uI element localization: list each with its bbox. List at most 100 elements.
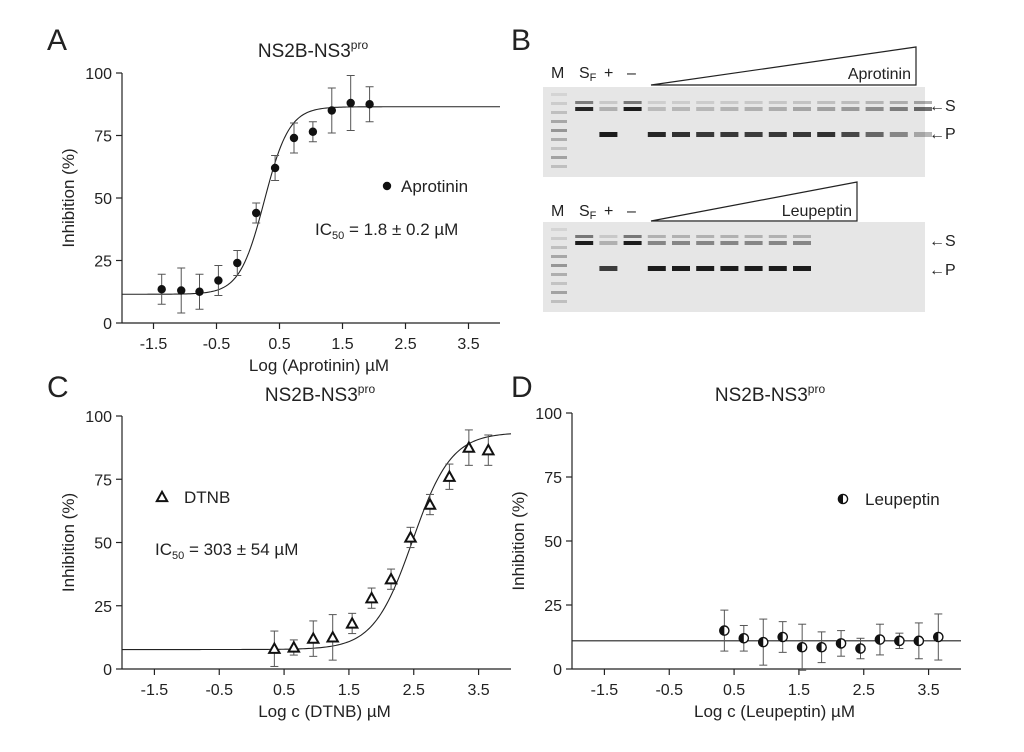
- leupeptin-gel-product-band: [768, 266, 787, 271]
- panel-d-data-point: [933, 631, 944, 643]
- panel-d-data-point: [796, 641, 808, 653]
- panel-a-data-point: [251, 208, 261, 218]
- panel-c-data-point: [325, 630, 340, 643]
- aprotinin-gel-substrate-band-upper: [768, 101, 787, 104]
- panel-a-ytick-label: 0: [103, 316, 112, 333]
- aprotinin-gel-substrate-band: [793, 107, 811, 111]
- panel-a-ytick-label: 25: [94, 254, 112, 271]
- panel-a-xtick-label: -0.5: [203, 336, 231, 353]
- gel1-lane-plus-label: +: [604, 65, 613, 82]
- leupeptin-gel-marker-band: [551, 264, 567, 267]
- panel-c-legend-marker: [155, 489, 169, 503]
- aprotinin-gel-substrate-band: [841, 107, 860, 111]
- panel-d-xtick-label: 3.5: [917, 682, 939, 699]
- panel-c-ytick-label: 0: [103, 662, 112, 679]
- aprotinin-gel-product-band: [841, 132, 860, 137]
- aprotinin-gel-substrate-band-upper: [865, 101, 884, 104]
- gel1-substrate-band-label: ←S: [929, 98, 956, 115]
- panel-c-xtick-label: 3.5: [467, 682, 489, 699]
- panel-a-ytick-label: 100: [85, 66, 112, 83]
- panel-d-ytick-label: 75: [544, 470, 562, 487]
- aprotinin-gel-substrate-band: [672, 107, 690, 111]
- panel-d-y-axis-label: Inhibition (%): [509, 491, 528, 590]
- leupeptin-gel-substrate-band: [599, 241, 618, 245]
- aprotinin-gel-product-band: [647, 132, 666, 137]
- panel-a-data-point: [308, 127, 318, 136]
- panel-c-data-point: [403, 530, 418, 543]
- panel-a-xtick-label: 3.5: [457, 336, 479, 353]
- panel-a-y-axis-label: Inhibition (%): [59, 148, 78, 247]
- panel-c-x-axis-label: Log c (DTNB) µM: [258, 702, 391, 721]
- panel-d-chart: 0 25 50 75 100 -1.5 -0.5 0.5 1.5 2.5 3.5 Log c (Leu…: [509, 382, 961, 721]
- panel-a-ytick-label: 50: [94, 191, 112, 208]
- panel-a-xtick-label: 1.5: [331, 336, 353, 353]
- panel-d-title: NS2B-NS3pro: [715, 382, 826, 406]
- panel-a-data-point: [346, 98, 355, 108]
- leupeptin-gel-product-band: [672, 266, 690, 271]
- panel-c-data-point: [384, 571, 398, 585]
- panel-a-xtick-label: -1.5: [140, 336, 168, 353]
- leupeptin-gel-substrate-band-upper: [672, 235, 690, 238]
- panel-a-data-point: [157, 285, 166, 294]
- leupeptin-gel-marker-band: [551, 273, 567, 276]
- panel-c-ytick-label: 50: [94, 536, 112, 553]
- gel2-lane-substrate-label: SF: [579, 203, 597, 222]
- gel2-gradient-wedge: [650, 181, 858, 222]
- leupeptin-gel-substrate-band: [793, 241, 811, 245]
- panel-c-xtick-label: -1.5: [141, 682, 169, 699]
- leupeptin-gel-substrate-band-upper: [744, 235, 763, 238]
- aprotinin-gel-product-band: [672, 132, 690, 137]
- leupeptin-gel-substrate-band-upper: [720, 235, 739, 238]
- panel-a-legend-marker: [382, 181, 392, 191]
- panel-a-xtick-label: 0.5: [268, 336, 290, 353]
- gel2-product-band-label: ←P: [929, 262, 956, 279]
- gel2-lane-marker-label: M: [551, 203, 564, 220]
- aprotinin-gel-marker-band: [551, 138, 567, 141]
- aprotinin-gel-product-band: [793, 132, 811, 137]
- aprotinin-gel-substrate-band-upper: [744, 101, 763, 104]
- panel-c-data-point: [286, 640, 301, 653]
- panel-d-ytick-label: 50: [544, 534, 562, 551]
- aprotinin-gel-product-band: [914, 132, 932, 137]
- aprotinin-gel-substrate-band-upper: [672, 101, 690, 104]
- panel-c-data-point: [442, 469, 457, 482]
- leupeptin-gel-product-band: [720, 266, 739, 271]
- leupeptin-gel-substrate-band-upper: [599, 235, 618, 238]
- panel-a-data-point: [365, 100, 374, 109]
- gel2-gradient-label: Leupeptin: [782, 203, 852, 220]
- panel-a-data-point: [289, 133, 299, 143]
- aprotinin-gel-substrate-band: [817, 107, 836, 111]
- panel-a-x-axis-label: Log (Aprotinin) µM: [249, 356, 389, 375]
- aprotinin-gel-substrate-band: [768, 107, 787, 111]
- panel-a-ic50-annotation: IC50 = 1.8 ± 0.2 µM: [315, 220, 458, 242]
- panel-d-ytick-label: 25: [544, 598, 562, 615]
- leupeptin-gel-substrate-band: [647, 241, 666, 245]
- panel-c-xtick-label: 2.5: [403, 682, 425, 699]
- leupeptin-gel: [543, 222, 925, 312]
- panel-d-data-point: [816, 641, 827, 653]
- panel-c-data-point: [267, 641, 282, 654]
- aprotinin-gel-product-band: [889, 132, 908, 137]
- panel-d-xtick-label: 1.5: [788, 682, 810, 699]
- panel-c-legend-label: DTNB: [184, 488, 230, 507]
- aprotinin-gel-product-band: [817, 132, 836, 137]
- leupeptin-gel-substrate-band: [768, 241, 787, 245]
- leupeptin-gel-substrate-band-upper: [623, 235, 642, 238]
- aprotinin-gel-product-band: [720, 132, 739, 137]
- panel-a-data-point: [195, 287, 204, 296]
- aprotinin-gel-marker-band: [551, 156, 567, 159]
- panel-letter-d: D: [511, 371, 533, 404]
- panel-d-data-point: [874, 634, 886, 645]
- aprotinin-gel-substrate-band: [599, 107, 618, 111]
- aprotinin-gel-product-band: [768, 132, 787, 137]
- panel-d-xtick-label: 2.5: [853, 682, 875, 699]
- leupeptin-gel-substrate-band: [672, 241, 690, 245]
- aprotinin-gel-substrate-band: [914, 107, 932, 111]
- aprotinin-gel-substrate-band: [889, 107, 908, 111]
- leupeptin-gel-substrate-band-upper: [696, 235, 715, 238]
- gel2-substrate-band-label: ←S: [929, 233, 956, 250]
- aprotinin-gel-substrate-band-upper: [793, 101, 811, 104]
- panel-letter-a: A: [47, 24, 67, 57]
- panel-c-ic50-annotation: IC50 = 303 ± 54 µM: [155, 540, 298, 562]
- panel-a-data-point: [270, 163, 280, 173]
